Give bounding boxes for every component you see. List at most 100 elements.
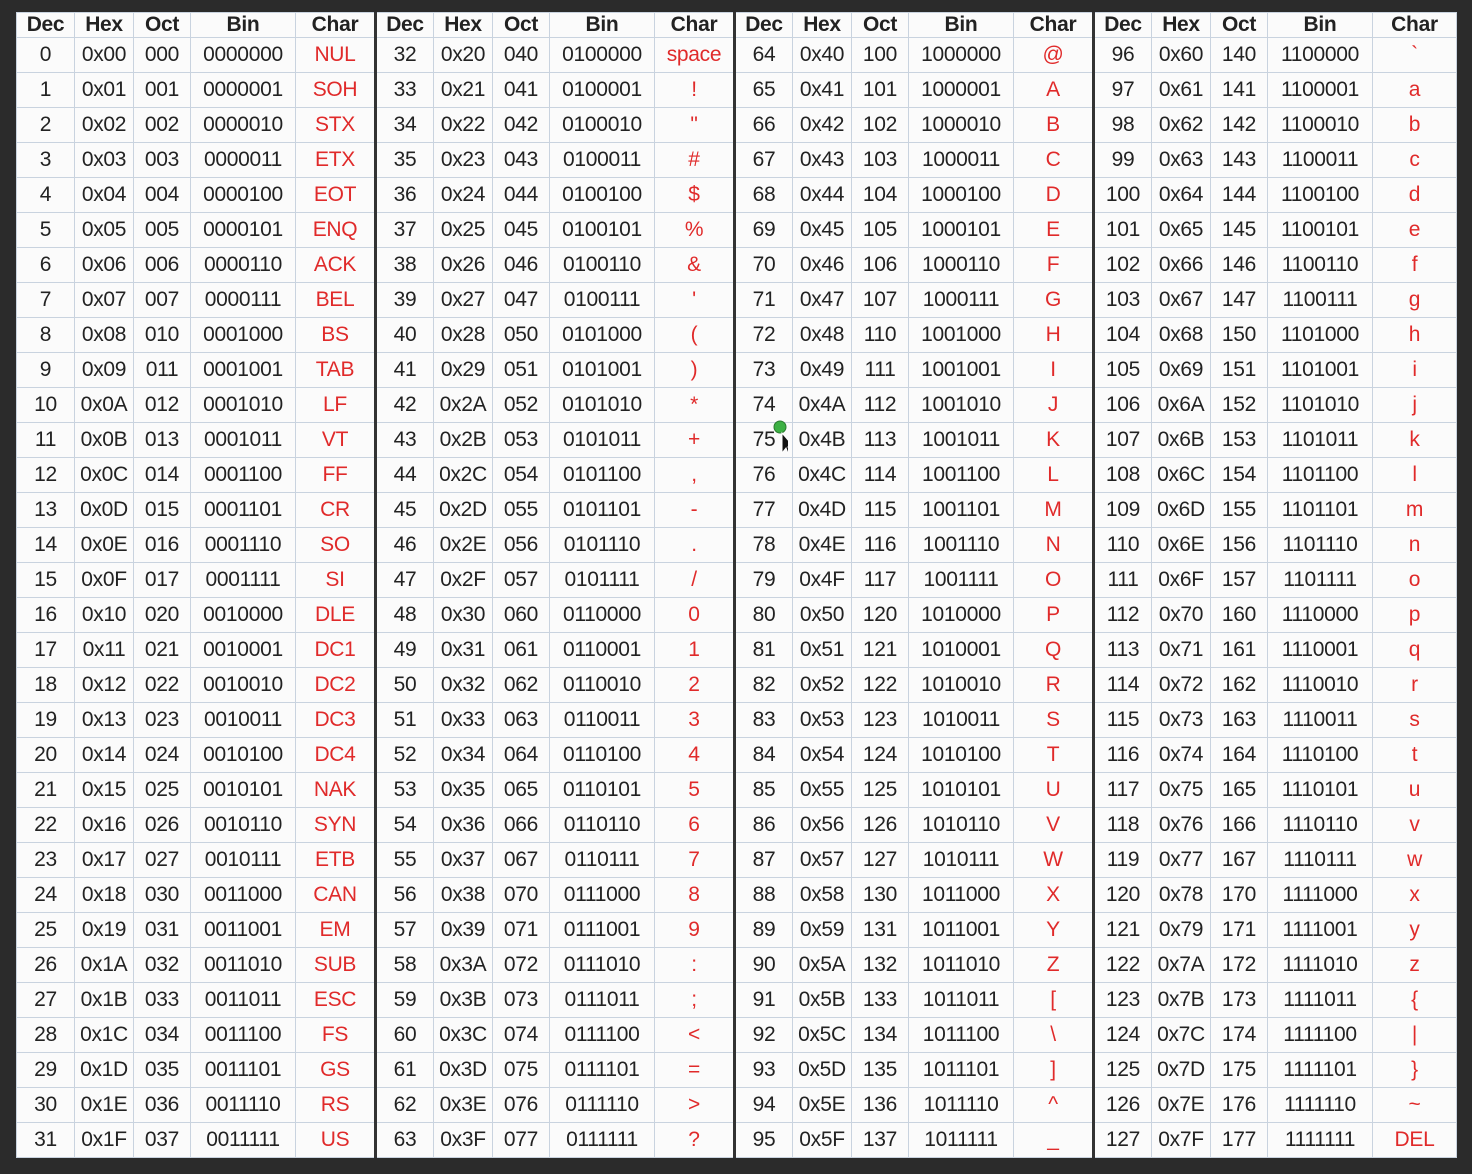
table-row: 14 0x0E 016 0001110 SO 46 0x2E 056 0101110. 78 0x4… xyxy=(16,527,1457,563)
oct-cell: 063 xyxy=(492,702,550,738)
oct-cell: 167 xyxy=(1210,842,1268,878)
dec-cell: 2 xyxy=(16,107,75,143)
column-header-dec: Dec xyxy=(16,12,75,38)
hex-cell: 0x1C xyxy=(74,1017,134,1053)
char-cell: SO xyxy=(295,527,376,563)
oct-cell: 054 xyxy=(492,457,550,493)
hex-cell: 0x57 xyxy=(792,842,852,878)
char-cell: b xyxy=(1372,107,1457,143)
bin-cell: 0000110 xyxy=(190,247,296,283)
oct-cell: 010 xyxy=(133,317,191,353)
dec-cell: 65 xyxy=(733,72,793,108)
hex-cell: 0x54 xyxy=(792,737,852,773)
hex-cell: 0x3E xyxy=(433,1087,493,1123)
dec-cell: 35 xyxy=(374,142,434,178)
dec-cell: 21 xyxy=(16,772,75,808)
table-row: 19 0x13 023 0010011 DC3 51 0x33 063 0110011 3 83 0x… xyxy=(16,702,1457,738)
hex-cell: 0x60 xyxy=(1151,37,1211,73)
bin-cell: 0001110 xyxy=(190,527,296,563)
oct-cell: 145 xyxy=(1210,212,1268,248)
bin-cell: 0101010 xyxy=(549,387,655,423)
hex-cell: 0x25 xyxy=(433,212,493,248)
hex-cell: 0x7C xyxy=(1151,1017,1211,1053)
char-cell: DLE xyxy=(295,597,376,633)
dec-cell: 20 xyxy=(16,737,75,773)
hex-cell: 0x45 xyxy=(792,212,852,248)
bin-cell: 1011111 xyxy=(908,1122,1014,1158)
oct-cell: 077 xyxy=(492,1122,550,1158)
dec-cell: 23 xyxy=(16,842,75,878)
dec-cell: 4 xyxy=(16,177,75,213)
dec-cell: 107 xyxy=(1092,422,1152,458)
char-cell: K xyxy=(1013,422,1094,458)
dec-cell: 106 xyxy=(1092,387,1152,423)
dec-cell: 87 xyxy=(733,842,793,878)
oct-cell: 172 xyxy=(1210,947,1268,983)
column-header-oct: Oct xyxy=(492,12,550,38)
bin-cell: 0101111 xyxy=(549,562,655,598)
bin-cell: 1000101 xyxy=(908,212,1014,248)
char-cell: M xyxy=(1013,492,1094,528)
hex-cell: 0x6A xyxy=(1151,387,1211,423)
bin-cell: 1011000 xyxy=(908,877,1014,913)
char-cell: [ xyxy=(1013,982,1094,1018)
bin-cell: 1000000 xyxy=(908,37,1014,73)
oct-cell: 122 xyxy=(851,667,909,703)
dec-cell: 92 xyxy=(733,1017,793,1053)
bin-cell: 1101010 xyxy=(1267,387,1373,423)
oct-cell: 156 xyxy=(1210,527,1268,563)
table-row: 20 0x14 024 0010100 DC4 52 0x34 064 0110100 4 84 0x… xyxy=(16,737,1457,773)
oct-cell: 002 xyxy=(133,107,191,143)
bin-cell: 0010110 xyxy=(190,807,296,843)
char-cell: ESC xyxy=(295,982,376,1018)
oct-cell: 134 xyxy=(851,1017,909,1053)
hex-cell: 0x42 xyxy=(792,107,852,143)
bin-cell: 0101011 xyxy=(549,422,655,458)
hex-cell: 0x5A xyxy=(792,947,852,983)
hex-cell: 0x41 xyxy=(792,72,852,108)
hex-cell: 0x4C xyxy=(792,457,852,493)
oct-cell: 073 xyxy=(492,982,550,1018)
char-cell: g xyxy=(1372,282,1457,318)
oct-cell: 050 xyxy=(492,317,550,353)
dec-cell: 71 xyxy=(733,282,793,318)
dec-cell: 50 xyxy=(374,667,434,703)
oct-cell: 030 xyxy=(133,877,191,913)
char-cell: S xyxy=(1013,702,1094,738)
oct-cell: 160 xyxy=(1210,597,1268,633)
char-cell: G xyxy=(1013,282,1094,318)
hex-cell: 0x3B xyxy=(433,982,493,1018)
bin-cell: 0001010 xyxy=(190,387,296,423)
hex-cell: 0x72 xyxy=(1151,667,1211,703)
bin-cell: 0100001 xyxy=(549,72,655,108)
char-cell: ] xyxy=(1013,1052,1094,1088)
char-cell: t xyxy=(1372,737,1457,773)
hex-cell: 0x24 xyxy=(433,177,493,213)
dec-cell: 78 xyxy=(733,527,793,563)
dec-cell: 29 xyxy=(16,1052,75,1088)
bin-cell: 0100110 xyxy=(549,247,655,283)
char-cell: u xyxy=(1372,772,1457,808)
char-cell: a xyxy=(1372,72,1457,108)
bin-cell: 1100011 xyxy=(1267,142,1373,178)
table-row: 11 0x0B 013 0001011 VT 43 0x2B 053 0101011 +75 0x4… xyxy=(16,422,1457,458)
char-cell: DC1 xyxy=(295,632,376,668)
hex-cell: 0x7F xyxy=(1151,1122,1211,1158)
dec-cell: 40 xyxy=(374,317,434,353)
bin-cell: 0000011 xyxy=(190,142,296,178)
column-header-dec: Dec xyxy=(1092,12,1152,38)
dec-cell: 76 xyxy=(733,457,793,493)
char-cell: n xyxy=(1372,527,1457,563)
bin-cell: 1101000 xyxy=(1267,317,1373,353)
dec-cell: 31 xyxy=(16,1122,75,1158)
hex-cell: 0x4E xyxy=(792,527,852,563)
dec-cell: 69 xyxy=(733,212,793,248)
dec-cell: 90 xyxy=(733,947,793,983)
table-row: 12 0x0C 014 0001100 FF 44 0x2C 054 0101100, 76 0x4… xyxy=(16,457,1457,493)
dec-cell: 52 xyxy=(374,737,434,773)
bin-cell: 0010100 xyxy=(190,737,296,773)
bin-cell: 1110110 xyxy=(1267,807,1373,843)
table-row: 9 0x09 011 0001001 TAB 41 0x29 051 0101001) 73 0x4… xyxy=(16,352,1457,388)
oct-cell: 127 xyxy=(851,842,909,878)
hex-cell: 0x7E xyxy=(1151,1087,1211,1123)
